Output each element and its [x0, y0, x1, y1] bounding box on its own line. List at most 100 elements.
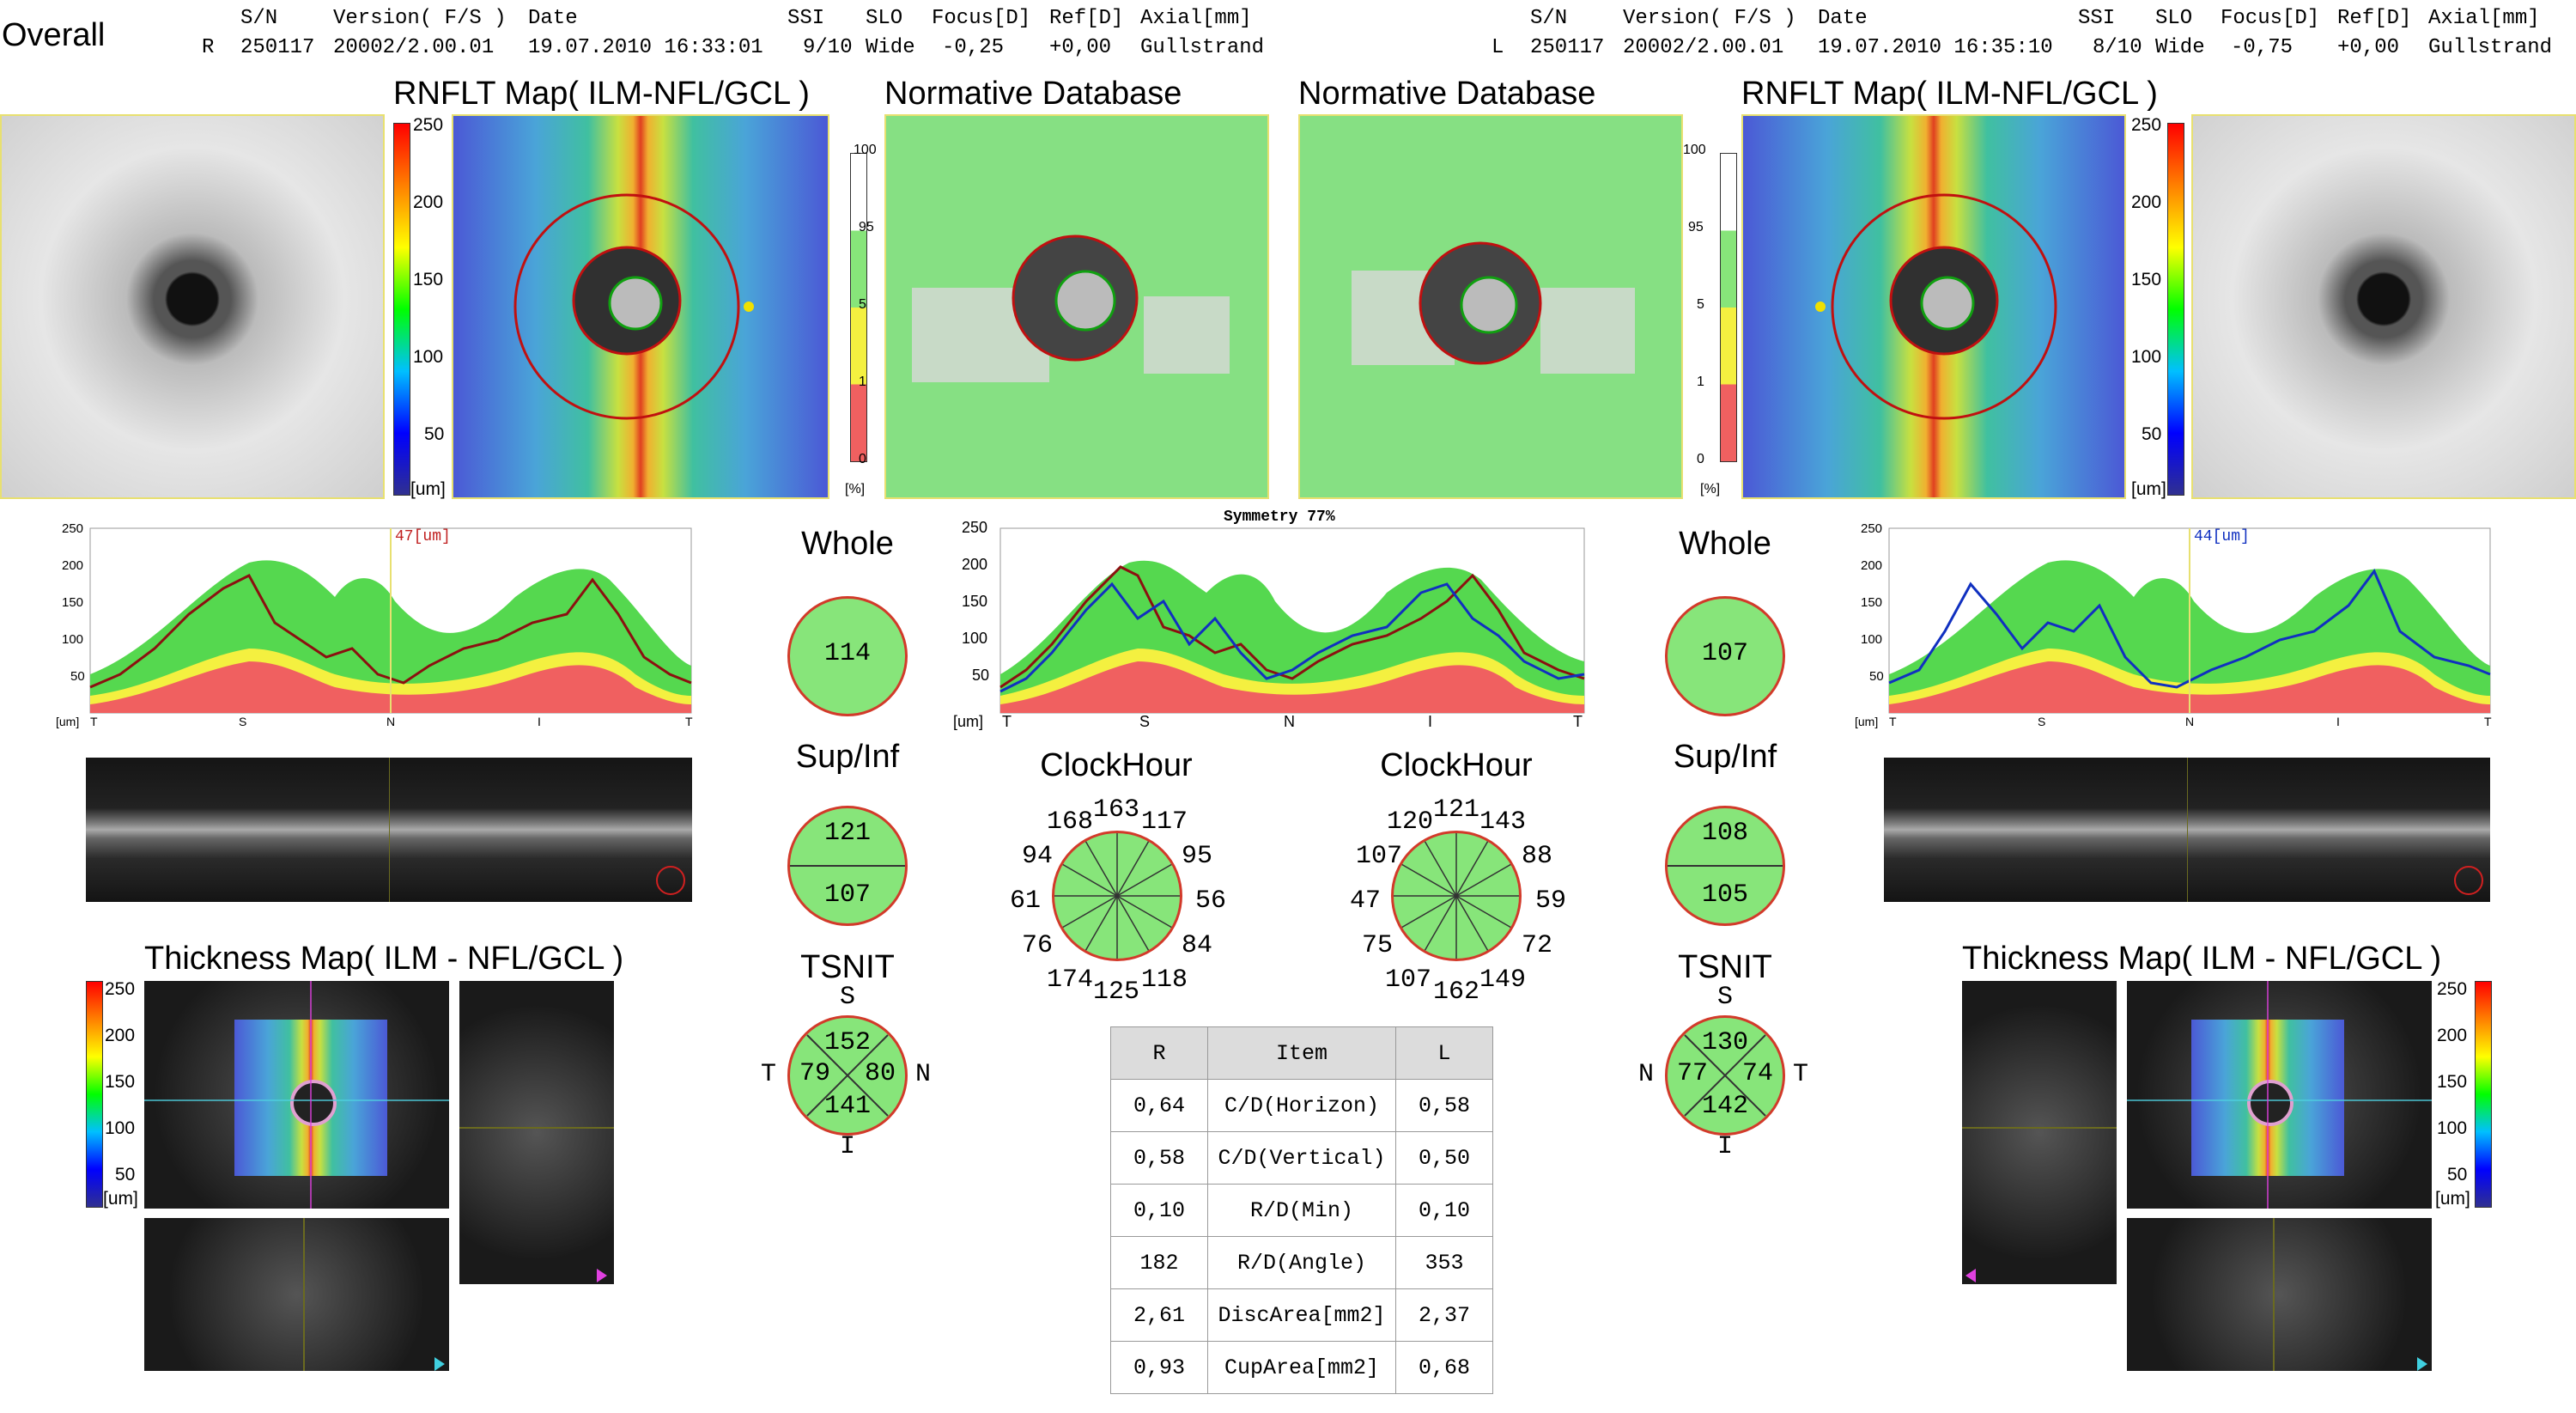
ytick-250: 250	[962, 519, 987, 536]
ytick-150: 150	[962, 593, 987, 610]
clock-3: 95	[1181, 842, 1212, 871]
clock-1: 121	[1432, 795, 1479, 825]
scale-150: 150	[2437, 1072, 2468, 1092]
supinf-label-right: Sup/Inf	[795, 739, 900, 775]
table-row: 0,93 CupArea[mm2] 0,68	[1110, 1341, 1493, 1394]
hdr-col-version: Version( F/S )	[1623, 7, 1796, 30]
tsnit-i-label: I	[839, 1132, 855, 1161]
hdr-col-focus: Focus[D]	[2221, 7, 2320, 30]
tsnit-i-value: 141	[823, 1092, 871, 1121]
whole-circle-left: 107	[1665, 596, 1785, 716]
clock-8: 174	[1046, 965, 1093, 995]
clock-10: 47	[1349, 886, 1381, 916]
normative-map-right	[884, 114, 1269, 499]
scale-50: 50	[115, 1165, 136, 1185]
symmetry-label: Symmetry 77%	[1224, 509, 1335, 526]
hdr-date: 19.07.2010 16:33:01	[528, 36, 763, 59]
scale-50: 50	[2447, 1165, 2468, 1185]
supinf-circle-right: 121 107	[787, 806, 908, 926]
graph-unit: [um]	[1855, 715, 1878, 728]
ytick-250: 250	[62, 521, 83, 536]
tsnit-label-right: TSNIT	[800, 949, 895, 985]
thickness-title-left: Thickness Map( ILM - NFL/GCL )	[1962, 941, 2442, 977]
oct-bscan-left	[1884, 758, 2490, 902]
pct-scale-right	[850, 153, 867, 462]
normative-title-right: Normative Database	[884, 76, 1182, 112]
color-scale-right	[393, 123, 410, 496]
oct-horizontal-left	[2127, 1218, 2432, 1371]
scale-unit: [um]	[2131, 479, 2166, 499]
cell-l: 353	[1395, 1236, 1493, 1289]
cell-l: 0,68	[1395, 1341, 1493, 1394]
scale-50: 50	[424, 424, 445, 444]
table-header-row: R Item L	[1110, 1026, 1493, 1080]
ytick-250: 250	[1861, 521, 1882, 536]
tsnit-circle-left: 130 77 74 142	[1665, 1015, 1785, 1136]
hdr-col-ref: Ref[D]	[1049, 7, 1124, 30]
hdr-col-slo: SLO	[2155, 7, 2193, 30]
oct-horizontal-right	[144, 1218, 449, 1371]
rnflt-map-right	[452, 114, 829, 499]
cell-r: 0,58	[1110, 1131, 1208, 1185]
scale-250: 250	[413, 115, 444, 135]
pct-100: 100	[854, 143, 877, 157]
tsnit-i-label: I	[1716, 1132, 1733, 1161]
table-row: 182 R/D(Angle) 353	[1110, 1236, 1493, 1289]
xtick-n: N	[386, 715, 395, 728]
pct-95: 95	[859, 220, 874, 234]
ytick-50: 50	[70, 669, 85, 684]
pct-0: 0	[859, 452, 866, 466]
normative-title-left: Normative Database	[1298, 76, 1596, 112]
scale-200: 200	[413, 192, 444, 212]
tsnit-s-label: S	[1716, 983, 1733, 1012]
clock-11: 94	[1021, 842, 1053, 871]
scale-100: 100	[413, 347, 444, 367]
tsnit-s-value: 152	[823, 1028, 871, 1057]
clock-5: 84	[1181, 931, 1212, 960]
ytick-150: 150	[1861, 595, 1882, 610]
thickness-scale-right	[86, 981, 103, 1208]
ytick-200: 200	[962, 556, 987, 573]
hdr-axial: Gullstrand	[1140, 36, 1265, 59]
xtick-t2: T	[685, 715, 693, 728]
cell-l: 0,58	[1395, 1079, 1493, 1132]
clock-7: 162	[1432, 978, 1479, 1007]
hdr-eye: L	[1492, 36, 1504, 59]
scale-200: 200	[2131, 192, 2162, 212]
pct-0: 0	[1697, 452, 1704, 466]
clock-11: 107	[1355, 842, 1402, 871]
whole-circle-right: 114	[787, 596, 908, 716]
pct-95: 95	[1688, 220, 1704, 234]
scale-100: 100	[105, 1118, 136, 1138]
clock-4: 56	[1194, 886, 1226, 916]
clock-2: 143	[1479, 807, 1526, 837]
scale-150: 150	[105, 1072, 136, 1092]
clock-5: 72	[1521, 931, 1552, 960]
clock-9: 76	[1021, 931, 1053, 960]
cell-r: 0,64	[1110, 1079, 1208, 1132]
pct-1: 1	[1697, 375, 1704, 389]
ytick-150: 150	[62, 595, 83, 610]
thickness-scale-left	[2475, 981, 2492, 1208]
scale-unit: [um]	[410, 479, 446, 499]
hdr-col-slo: SLO	[866, 7, 903, 30]
pct-1: 1	[859, 375, 866, 389]
xtick-n: N	[2185, 715, 2194, 728]
table-row: 0,64 C/D(Horizon) 0,58	[1110, 1079, 1493, 1132]
rnflt-title-right: RNFLT Map( ILM-NFL/GCL )	[393, 76, 810, 112]
ytick-100: 100	[62, 632, 83, 647]
hdr-col-focus: Focus[D]	[932, 7, 1031, 30]
scale-200: 200	[105, 1026, 136, 1045]
graph-unit: [um]	[953, 713, 983, 730]
scale-50: 50	[2142, 424, 2162, 444]
clock-7: 125	[1092, 978, 1139, 1007]
disc-parameters-table: R Item L 0,64 C/D(Horizon) 0,58 0,58 C/D(Ve…	[1110, 1026, 1493, 1394]
color-scale-left	[2167, 123, 2184, 496]
clockhour-label-right: ClockHour	[1040, 747, 1193, 783]
hdr-focus: -0,75	[2231, 36, 2293, 59]
clock-spokes	[1394, 833, 1519, 959]
clock-12: 120	[1386, 807, 1433, 837]
cell-l: 2,37	[1395, 1288, 1493, 1342]
xtick-t2: T	[2484, 715, 2492, 728]
tsnit-circle-right: 152 79 80 141	[787, 1015, 908, 1136]
